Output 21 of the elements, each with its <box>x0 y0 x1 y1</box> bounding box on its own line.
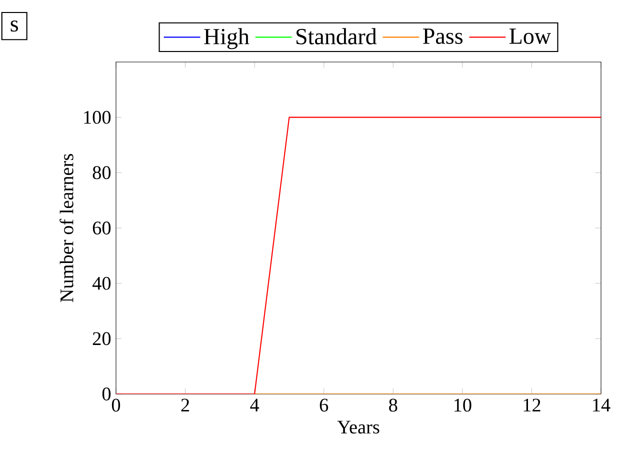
x-tick-label: 12 <box>524 398 540 412</box>
x-axis-title: Years <box>337 420 380 434</box>
x-tick-label: 6 <box>320 398 328 412</box>
legend-label: Standard <box>296 28 377 44</box>
text: s <box>10 20 18 32</box>
y-axis-title: Number of learners <box>60 154 74 302</box>
x-tick-label: 10 <box>454 398 472 412</box>
x-tick-label: 2 <box>181 398 190 412</box>
x-tick-label: 0 <box>112 398 120 412</box>
x-tick-label: 8 <box>389 398 398 412</box>
y-tick-label: 20 <box>92 332 111 346</box>
y-tick-label: 40 <box>92 276 111 290</box>
legend-label: Pass <box>423 28 463 44</box>
y-tick-label: 100 <box>84 110 111 124</box>
y-tick-label: 0 <box>102 388 111 400</box>
x-tick-label: 4 <box>250 398 260 412</box>
legend-label: Low <box>510 28 551 44</box>
legend-label: High <box>204 28 250 50</box>
y-tick-label: 60 <box>92 222 111 234</box>
y-tick-label: 80 <box>92 166 111 180</box>
x-tick-label: 14 <box>593 398 610 412</box>
